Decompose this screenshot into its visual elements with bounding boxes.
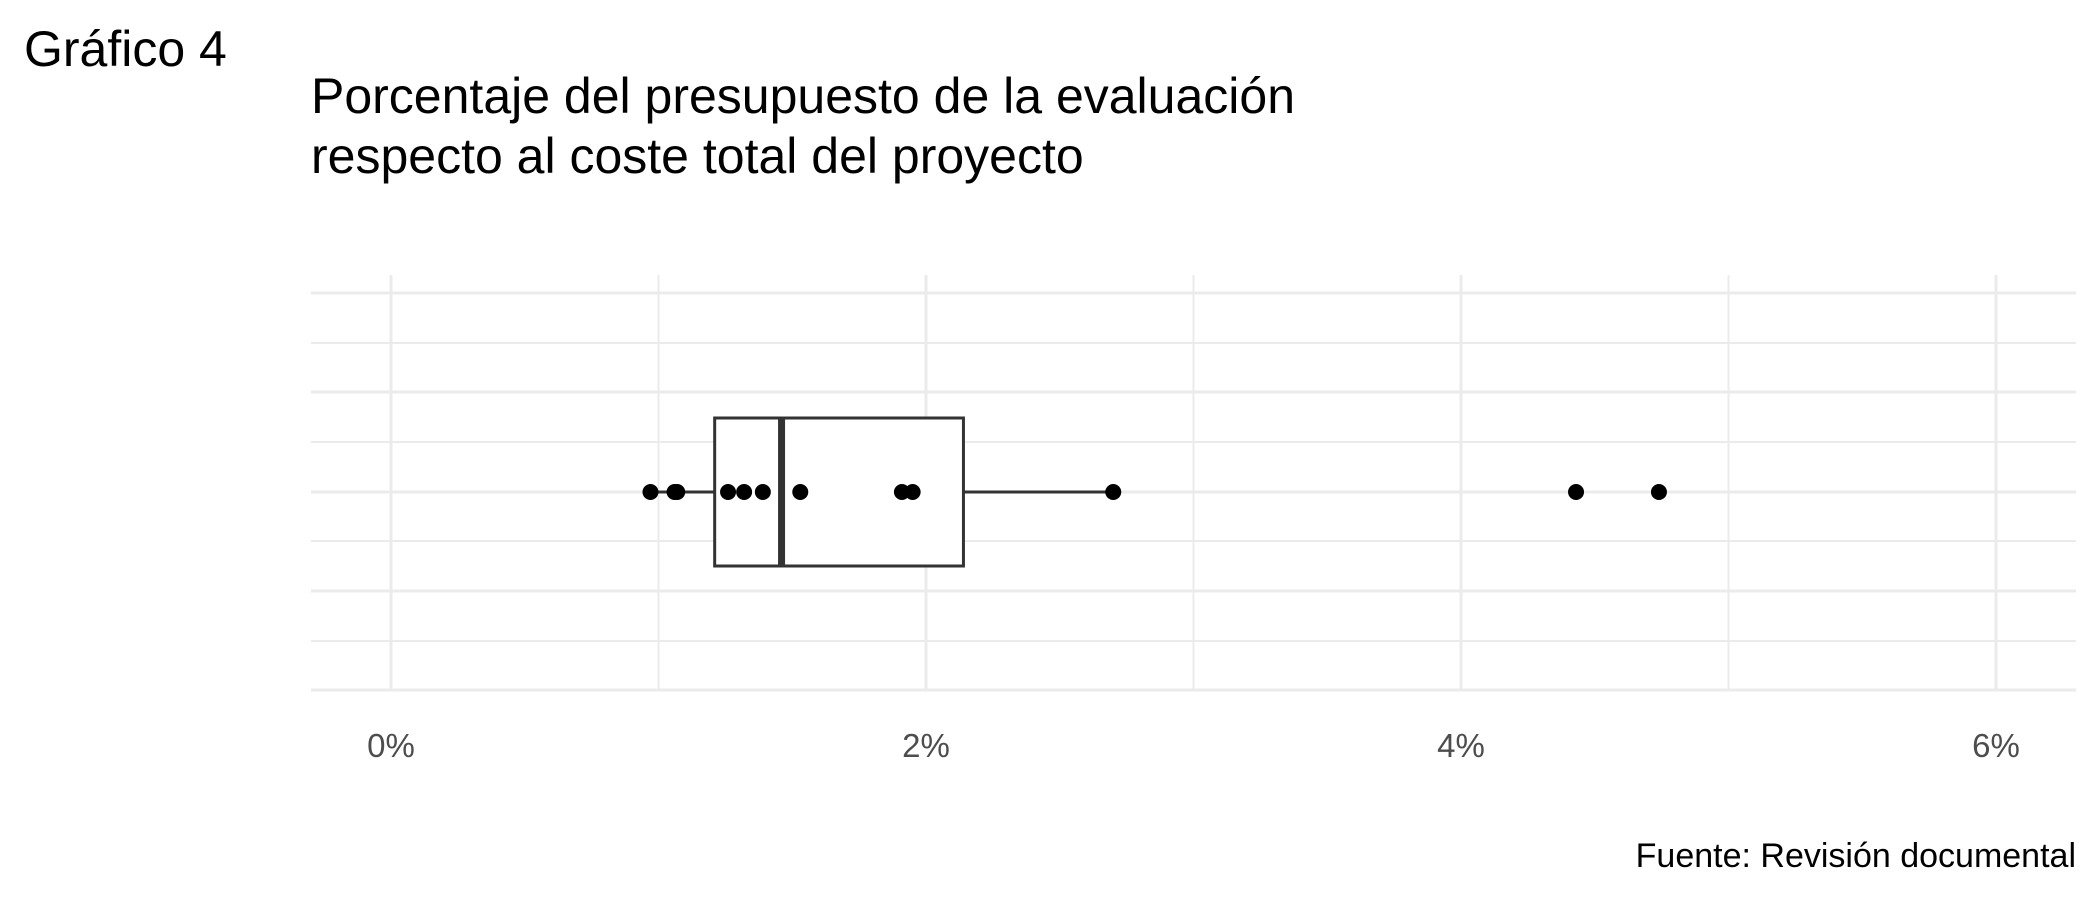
data-point bbox=[736, 484, 753, 500]
x-tick-label: 2% bbox=[902, 727, 950, 764]
x-tick-label: 0% bbox=[367, 727, 415, 764]
data-point bbox=[792, 484, 809, 500]
data-point bbox=[720, 484, 737, 500]
chart-title-line-2: respecto al coste total del proyecto bbox=[311, 128, 1084, 184]
data-point bbox=[1650, 484, 1667, 500]
data-point bbox=[642, 484, 659, 500]
data-point bbox=[754, 484, 771, 500]
data-point bbox=[1568, 484, 1585, 500]
data-point bbox=[669, 484, 686, 500]
data-point bbox=[904, 484, 921, 500]
figure-label: Gráfico 4 bbox=[24, 21, 227, 77]
x-tick-label: 6% bbox=[1972, 727, 2020, 764]
x-tick-label: 4% bbox=[1437, 727, 1485, 764]
chart-title-line-1: Porcentaje del presupuesto de la evaluac… bbox=[311, 68, 1296, 124]
data-point bbox=[1105, 484, 1122, 500]
chart-title: Porcentaje del presupuesto de la evaluac… bbox=[311, 66, 1295, 186]
source-note: Fuente: Revisión documental bbox=[1635, 837, 2076, 875]
